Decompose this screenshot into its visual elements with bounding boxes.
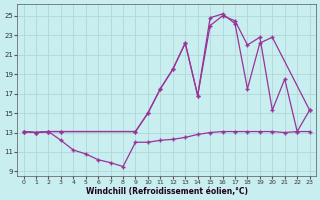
X-axis label: Windchill (Refroidissement éolien,°C): Windchill (Refroidissement éolien,°C) [85,187,248,196]
